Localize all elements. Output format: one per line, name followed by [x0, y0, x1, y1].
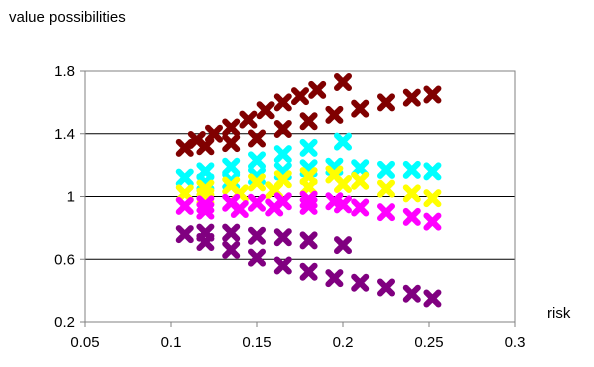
data-point: [256, 101, 275, 120]
data-point: [334, 236, 352, 255]
data-point: [222, 157, 241, 176]
data-point: [248, 151, 266, 170]
x-tick-label: 0.25: [414, 334, 443, 351]
data-point: [273, 256, 292, 275]
data-point: [248, 193, 266, 212]
series-layer: [175, 72, 442, 308]
data-point: [377, 160, 395, 179]
x-tick-label: 0.3: [505, 334, 526, 351]
data-point: [175, 225, 194, 244]
data-point: [325, 269, 344, 288]
data-point: [222, 118, 241, 137]
data-point: [377, 278, 395, 297]
data-point: [351, 99, 370, 118]
data-point: [248, 226, 266, 245]
data-point: [299, 262, 318, 281]
data-point: [299, 231, 318, 250]
data-point: [334, 132, 352, 151]
data-point: [402, 160, 421, 179]
data-point: [196, 201, 215, 220]
y-tick-label: 1.4: [54, 126, 75, 143]
data-point: [291, 87, 309, 106]
data-point: [248, 173, 266, 192]
data-point: [351, 159, 370, 178]
data-point: [222, 240, 241, 259]
data-point: [423, 289, 442, 308]
data-point: [377, 93, 395, 112]
data-point: [175, 184, 194, 203]
data-point: [299, 196, 318, 215]
data-point: [175, 196, 194, 215]
data-point: [239, 110, 258, 129]
y-tick-label: 0.6: [54, 251, 75, 268]
gridlines: [85, 133, 515, 260]
data-point: [351, 171, 370, 190]
data-point: [423, 189, 442, 208]
x-axis-ticks: 0.05 0.1 0.15 0.2 0.25 0.3: [70, 322, 525, 351]
data-point: [175, 168, 194, 187]
data-point: [308, 80, 327, 99]
data-point: [273, 228, 292, 247]
chart-title: value possibilities: [9, 9, 126, 26]
series-1: [175, 132, 442, 192]
data-point: [402, 207, 421, 226]
data-point: [377, 179, 395, 198]
data-point: [222, 134, 241, 153]
y-axis-ticks: 0.2 0.6 1 1.4 1.8: [54, 63, 85, 331]
data-point: [273, 93, 292, 112]
data-point: [299, 178, 318, 197]
data-point: [230, 200, 249, 219]
y-tick-label: 0.2: [54, 314, 75, 331]
data-point: [299, 138, 318, 157]
data-point: [265, 198, 284, 217]
data-point: [334, 72, 352, 91]
data-point: [377, 203, 395, 222]
data-point: [248, 248, 266, 267]
data-point: [351, 198, 370, 217]
data-point: [423, 162, 442, 181]
series-3: [175, 190, 442, 231]
data-point: [222, 223, 241, 242]
data-point: [273, 145, 292, 164]
x-tick-label: 0.05: [70, 334, 99, 351]
data-point: [402, 184, 421, 203]
x-tick-label: 0.15: [242, 334, 271, 351]
data-point: [402, 284, 421, 303]
x-axis-title: risk: [547, 305, 571, 322]
y-tick-label: 1.8: [54, 63, 75, 80]
data-point: [299, 112, 318, 131]
data-point: [334, 174, 352, 193]
data-point: [423, 85, 442, 104]
x-tick-label: 0.2: [333, 334, 354, 351]
data-point: [334, 195, 352, 214]
data-point: [351, 273, 370, 292]
data-point: [196, 232, 215, 251]
data-point: [423, 212, 442, 231]
x-tick-label: 0.1: [161, 334, 182, 351]
data-point: [248, 129, 266, 148]
series-4: [175, 223, 442, 308]
data-point: [196, 137, 215, 156]
data-point: [273, 120, 292, 139]
series-0: [175, 72, 442, 157]
data-point: [325, 105, 344, 124]
data-point: [402, 88, 421, 107]
y-tick-label: 1: [67, 189, 75, 206]
